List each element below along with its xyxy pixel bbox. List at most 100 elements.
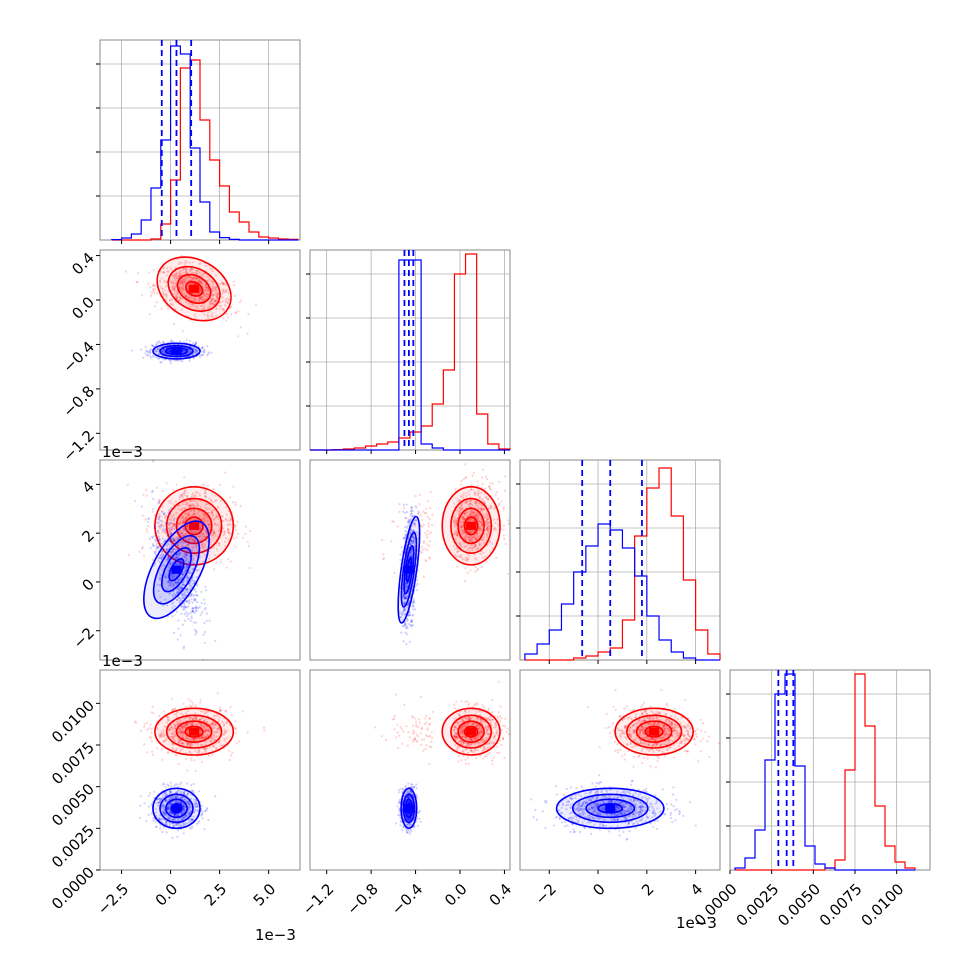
point-red xyxy=(498,480,501,483)
point-red xyxy=(161,530,164,534)
point-blue xyxy=(161,549,164,553)
point-blue xyxy=(203,631,207,634)
point-red xyxy=(179,297,182,300)
point-red xyxy=(141,514,144,517)
point-red xyxy=(426,536,429,539)
point-red xyxy=(147,282,150,285)
point-red xyxy=(190,548,193,552)
point-red xyxy=(478,542,481,545)
point-red xyxy=(171,303,175,306)
point-red xyxy=(146,751,149,754)
point-blue xyxy=(163,548,166,551)
point-red xyxy=(190,536,193,539)
point-red xyxy=(234,545,237,549)
point-red xyxy=(507,519,510,522)
point-red xyxy=(191,296,194,299)
point-red xyxy=(227,558,230,561)
point-blue xyxy=(167,350,170,353)
point-red xyxy=(216,692,219,695)
point-red xyxy=(201,546,205,549)
point-red xyxy=(221,282,224,285)
point-blue xyxy=(196,584,199,587)
point-red xyxy=(204,495,207,498)
point-red xyxy=(225,513,228,516)
point-blue xyxy=(183,602,186,606)
point-blue xyxy=(151,344,154,347)
point-blue xyxy=(161,340,164,343)
point-blue xyxy=(409,517,412,521)
point-blue xyxy=(409,623,412,627)
point-red xyxy=(147,517,150,520)
point-red xyxy=(482,507,485,511)
point-blue xyxy=(190,598,193,601)
point-red xyxy=(241,710,244,713)
point-blue xyxy=(194,599,197,602)
point-red xyxy=(222,317,225,320)
point-blue xyxy=(181,593,184,596)
point-red xyxy=(185,501,188,504)
point-blue xyxy=(181,573,184,576)
point-red xyxy=(212,529,215,532)
point-red xyxy=(217,292,220,295)
point-red xyxy=(381,538,384,542)
point-red xyxy=(203,545,206,548)
point-blue xyxy=(193,562,196,565)
point-blue xyxy=(183,350,186,353)
point-blue xyxy=(201,347,204,350)
point-red xyxy=(219,305,222,308)
point-blue xyxy=(163,539,166,542)
point-red xyxy=(137,272,140,275)
histogram-panel-0 xyxy=(96,39,301,244)
point-red xyxy=(198,287,201,290)
point-blue xyxy=(202,658,205,660)
point-red xyxy=(168,523,171,526)
point-red xyxy=(182,519,185,522)
point-red xyxy=(181,288,184,291)
point-blue xyxy=(172,340,175,343)
point-blue xyxy=(158,538,161,541)
point-red xyxy=(155,486,158,489)
point-red xyxy=(507,572,510,575)
point-blue xyxy=(201,346,204,349)
point-blue xyxy=(175,525,178,528)
point-blue xyxy=(178,601,181,605)
point-blue xyxy=(168,563,171,566)
point-blue xyxy=(162,348,165,351)
point-red xyxy=(205,530,208,533)
point-red xyxy=(178,504,181,507)
point-blue xyxy=(157,539,160,542)
point-red xyxy=(502,534,505,537)
point-red xyxy=(172,488,175,491)
point-blue xyxy=(164,576,168,579)
point-red xyxy=(180,494,184,497)
point-blue xyxy=(175,553,179,556)
point-blue xyxy=(173,605,176,608)
point-red xyxy=(222,283,225,286)
point-red xyxy=(192,504,195,507)
point-red xyxy=(211,501,214,504)
point-red xyxy=(168,521,171,525)
point-red xyxy=(214,522,217,525)
point-red xyxy=(262,726,266,729)
point-red xyxy=(186,285,189,288)
point-blue xyxy=(170,362,173,365)
point-blue xyxy=(195,350,198,353)
point-red xyxy=(171,280,174,283)
point-red xyxy=(193,493,196,496)
point-red xyxy=(165,482,168,485)
point-red xyxy=(460,505,463,508)
point-red xyxy=(507,522,510,525)
point-red xyxy=(186,516,189,519)
point-red xyxy=(198,499,201,502)
point-red xyxy=(181,288,184,291)
point-red xyxy=(168,299,171,302)
point-blue xyxy=(194,605,198,608)
point-red xyxy=(170,528,173,532)
point-red xyxy=(183,278,186,281)
point-blue xyxy=(158,500,161,503)
point-blue xyxy=(403,623,406,626)
point-red xyxy=(191,277,194,280)
point-red xyxy=(206,484,209,487)
point-red xyxy=(424,547,427,551)
